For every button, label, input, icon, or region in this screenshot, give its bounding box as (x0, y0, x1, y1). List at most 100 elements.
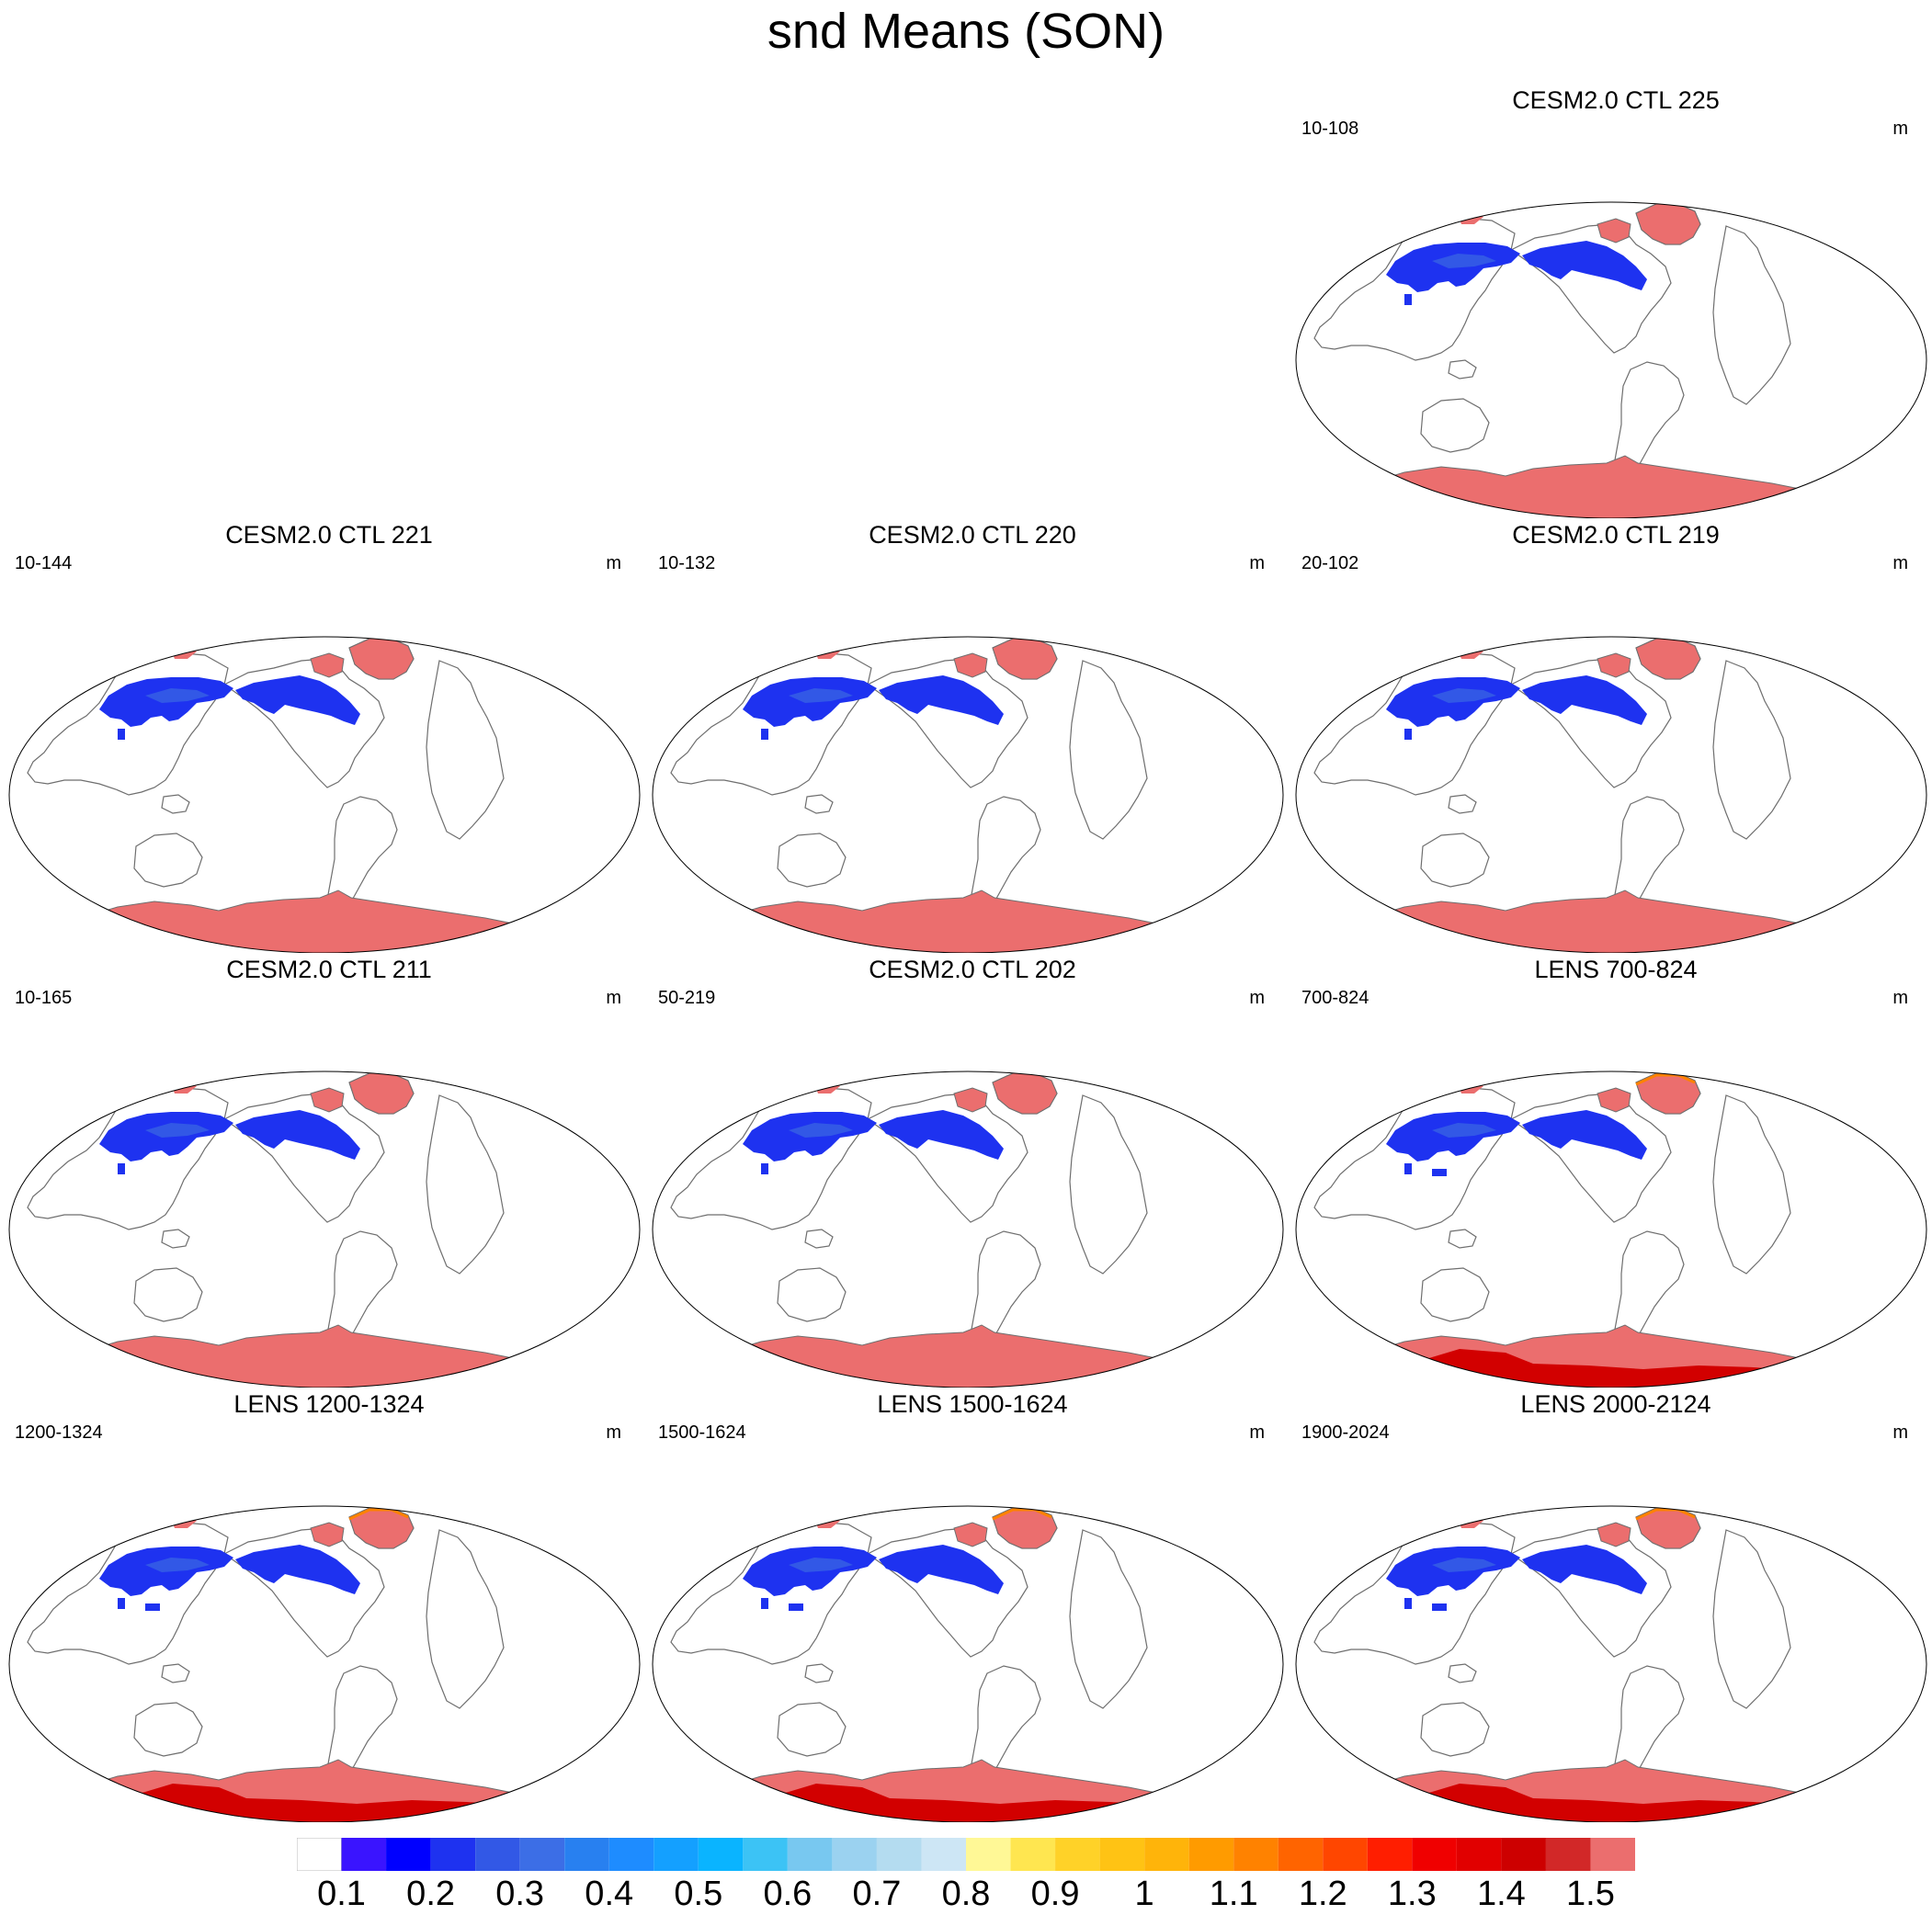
snow-cover-north-america (879, 675, 1004, 725)
landmass-maritime-asia (161, 794, 190, 814)
landmass-maritime-asia (1448, 794, 1477, 814)
snow-patch-tibet (118, 1598, 125, 1609)
snow-cover-north-america (1522, 1110, 1647, 1160)
colorbar-swatch (430, 1838, 476, 1871)
ice-greenland (348, 638, 415, 680)
colorbar-tick-label: 1.1 (1209, 1875, 1258, 1913)
map-panel: CESM2.0 CTL 219 20-102 m (1294, 521, 1932, 953)
snow-depth-map (8, 636, 641, 953)
snow-cover-north-america (235, 1545, 360, 1594)
colorbar-swatch (787, 1838, 833, 1871)
colorbar-tick-label: 0.4 (585, 1875, 634, 1913)
ice-greenland (348, 1072, 415, 1115)
map-border (1295, 1071, 1927, 1388)
landmass-europe-africa (426, 1529, 505, 1709)
landmass-australia (133, 1267, 203, 1322)
panel-units-label: m (1892, 119, 1908, 139)
panel-left-label: 1200-1324 (15, 1422, 103, 1443)
snow-cover-north-america (879, 1110, 1004, 1160)
map-panel: LENS 700-824 700-824 m (1294, 956, 1932, 1388)
colorbar-swatch (876, 1838, 922, 1871)
snow-cover-north-america (1522, 241, 1647, 290)
colorbar-swatch (1055, 1838, 1100, 1871)
landmass-maritime-asia (1448, 1663, 1477, 1683)
snow-depth-map (652, 636, 1284, 953)
snow-patch-tibet (1404, 729, 1412, 740)
colorbar-swatch (698, 1838, 744, 1871)
snow-patch-tibet (761, 1598, 768, 1609)
map-border (1295, 1505, 1927, 1822)
landmass-maritime-asia (804, 1663, 834, 1683)
landmass-maritime-asia (804, 1229, 834, 1249)
map-panel: CESM2.0 CTL 220 10-132 m (651, 521, 1294, 953)
ice-arctic-archipelago (953, 1522, 988, 1547)
panel-title: CESM2.0 CTL 219 (1512, 521, 1720, 549)
panel-left-label: 10-144 (15, 553, 73, 573)
colorbar-tick-label: 1.5 (1566, 1875, 1615, 1913)
snow-depth-map (1295, 1505, 1927, 1822)
landmass-australia (1420, 1267, 1490, 1322)
snow-patch-tibet (1404, 1163, 1412, 1174)
snow-depth-map (1295, 636, 1927, 953)
map-border (8, 1505, 641, 1822)
colorbar-swatch (1367, 1838, 1413, 1871)
panel-title: CESM2.0 CTL 221 (225, 521, 433, 549)
snow-cover-north-america (1522, 675, 1647, 725)
landmass-australia (777, 1267, 847, 1322)
landmass-maritime-asia (161, 1663, 190, 1683)
snow-cover-eurasia-inner (1432, 1558, 1496, 1572)
snow-depth-map (8, 1071, 641, 1388)
ice-greenland (992, 638, 1058, 680)
map-panel: CESM2.0 CTL 221 10-144 m (7, 521, 651, 953)
snow-cover-eurasia-inner (1432, 254, 1496, 268)
panel-left-label: 1500-1624 (658, 1422, 746, 1443)
map-border (652, 1505, 1284, 1822)
panel-left-label: 20-102 (1301, 553, 1359, 573)
snow-cover-eurasia-inner (145, 1123, 210, 1138)
snow-depth-map (8, 1505, 641, 1822)
panel-units-label: m (606, 1422, 621, 1443)
landmass-australia (1420, 1702, 1490, 1757)
ice-arctic-archipelago (953, 652, 988, 678)
ice-greenland (1635, 638, 1701, 680)
landmass-maritime-asia (804, 794, 834, 814)
ice-arctic-archipelago (310, 1087, 345, 1113)
colorbar (297, 1838, 1635, 1871)
landmass-maritime-asia (1448, 1229, 1477, 1249)
panel-left-label: 10-108 (1301, 119, 1359, 139)
landmass-europe-africa (1712, 1529, 1791, 1709)
map-panel: LENS 1200-1324 1200-1324 m (7, 1390, 651, 1822)
landmass-australia (1420, 833, 1490, 888)
colorbar-swatch (1010, 1838, 1056, 1871)
ice-arctic-archipelago (1597, 652, 1631, 678)
ice-arctic-archipelago (1597, 1087, 1631, 1113)
panel-units-label: m (1249, 1422, 1265, 1443)
colorbar-tick-label: 1.2 (1298, 1875, 1347, 1913)
map-border (8, 1071, 641, 1388)
snow-greenland-rim (992, 1508, 1052, 1521)
colorbar-swatch (297, 1838, 343, 1871)
map-border (1295, 201, 1927, 518)
map-panel: CESM2.0 CTL 211 10-165 m (7, 956, 651, 1388)
map-panel: CESM2.0 CTL 225 10-108 m (1294, 86, 1932, 518)
colorbar-swatch (1590, 1838, 1635, 1871)
colorbar-swatch (475, 1838, 520, 1871)
colorbar-tick-label: 0.6 (763, 1875, 813, 1913)
landmass-europe-africa (426, 1094, 505, 1275)
snow-patch-tibet (1404, 1598, 1412, 1609)
snow-patch-central-asia (1432, 1603, 1447, 1611)
landmass-australia (777, 833, 847, 888)
panel-left-label: 700-824 (1301, 988, 1369, 1008)
snow-depth-map (1295, 1071, 1927, 1388)
snow-cover-eurasia-inner (145, 688, 210, 703)
colorbar-swatch (921, 1838, 966, 1871)
colorbar-swatch (832, 1838, 877, 1871)
map-border (8, 636, 641, 953)
snow-cover-north-america (235, 675, 360, 725)
panel-units-label: m (1249, 553, 1265, 573)
snow-patch-central-asia (789, 1603, 803, 1611)
ice-arctic-archipelago (310, 1522, 345, 1547)
snow-depth-map (652, 1505, 1284, 1822)
panel-title: LENS 1200-1324 (233, 1390, 425, 1418)
snow-patch-tibet (1404, 294, 1412, 305)
